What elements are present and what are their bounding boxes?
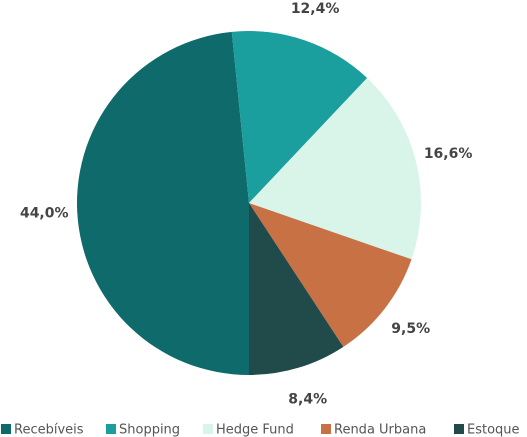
pie-slice: [249, 203, 344, 375]
value-label: 12,4%: [291, 1, 340, 17]
legend-swatch: [203, 424, 213, 434]
legend-label: Shopping: [119, 423, 180, 437]
legend-label: Renda Urbana: [334, 423, 426, 437]
legend-swatch: [106, 424, 116, 434]
pie-slice: [249, 77, 422, 260]
legend-swatch: [454, 424, 464, 434]
legend-label: Hedge Fund: [216, 423, 294, 437]
pie-slice: [76, 31, 250, 376]
value-label: 44,0%: [20, 205, 69, 221]
legend-swatch: [321, 424, 331, 434]
legend-swatch: [1, 424, 11, 434]
value-label: 9,5%: [391, 321, 430, 337]
legend-label: Recebíveis: [14, 423, 84, 437]
pie-slice: [249, 203, 412, 347]
pie-slice: [231, 30, 368, 203]
value-label: 16,6%: [424, 146, 473, 162]
legend-label: Estoque: [467, 423, 520, 437]
value-label: 8,4%: [288, 391, 327, 407]
